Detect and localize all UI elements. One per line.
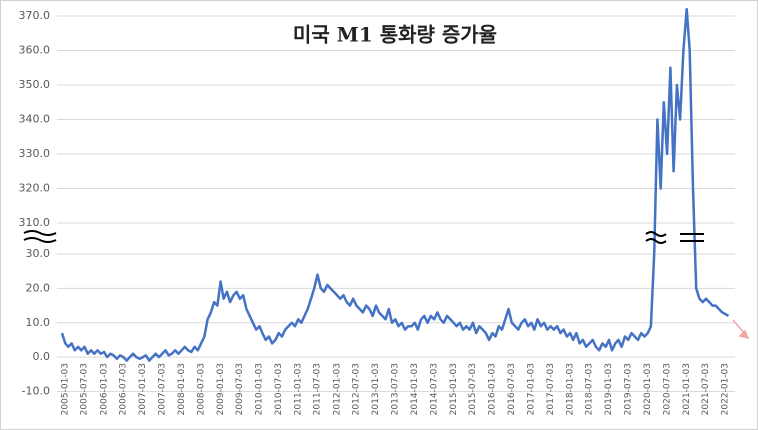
x-tick-label: 2014-07-03 bbox=[429, 363, 439, 415]
x-tick-label: 2019-07-03 bbox=[623, 363, 633, 415]
break-wave bbox=[23, 230, 57, 236]
y-tick-label: 10.0 bbox=[26, 316, 51, 329]
x-tick-label: 2016-01-03 bbox=[488, 363, 498, 415]
x-tick-label: 2021-07-03 bbox=[701, 363, 711, 415]
plot bbox=[60, 7, 730, 362]
y-tick-label: 350.0 bbox=[19, 78, 51, 91]
x-tick-label: 2007-01-03 bbox=[138, 363, 148, 415]
y-tick-label: 310.0 bbox=[19, 216, 51, 229]
x-tick-label: 2017-01-03 bbox=[527, 363, 537, 415]
x-tick-label: 2012-07-03 bbox=[352, 363, 362, 415]
axis-break-marks bbox=[23, 230, 704, 244]
y-tick-label: 0.0 bbox=[33, 350, 51, 363]
arrow-head bbox=[738, 329, 750, 340]
x-tick-label: 2012-01-03 bbox=[332, 363, 342, 415]
break-wave bbox=[645, 238, 667, 244]
x-tick-label: 2014-01-03 bbox=[410, 363, 420, 415]
y-tick-label: -10.0 bbox=[22, 385, 50, 398]
y-tick-label: 320.0 bbox=[19, 182, 51, 195]
y-tick-label: 340.0 bbox=[19, 113, 51, 126]
break-wave bbox=[23, 237, 57, 243]
x-tick-label: 2009-01-03 bbox=[216, 363, 226, 415]
x-tick-label: 2016-07-03 bbox=[507, 363, 517, 415]
x-tick-label: 2008-01-03 bbox=[177, 363, 187, 415]
y-tick-label: 360.0 bbox=[19, 44, 51, 57]
x-tick-label: 2020-01-03 bbox=[643, 363, 653, 415]
x-tick-label: 2021-01-03 bbox=[682, 363, 692, 415]
x-tick-label: 2015-01-03 bbox=[449, 363, 459, 415]
chart-title: 미국 M1 통화량 증가율 bbox=[293, 23, 497, 47]
x-tick-label: 2006-07-03 bbox=[119, 363, 129, 415]
grid: -10.0 0.0 10.0 20.0 30.0 310.0 320.0 330.0 340.0… bbox=[19, 9, 735, 415]
x-tick-label: 2006-01-03 bbox=[99, 363, 109, 415]
x-tick-label: 2009-07-03 bbox=[235, 363, 245, 415]
break-equal bbox=[680, 233, 704, 242]
x-tick-label: 2018-01-03 bbox=[565, 363, 575, 415]
x-tick-label: 2011-01-03 bbox=[293, 363, 303, 415]
x-tick-label: 2022-01-03 bbox=[721, 363, 731, 415]
x-tick-label: 2013-07-03 bbox=[390, 363, 400, 415]
x-tick-label: 2019-01-03 bbox=[604, 363, 614, 415]
arrow-line bbox=[732, 319, 746, 335]
x-tick-label: 2020-07-03 bbox=[662, 363, 672, 415]
x-tick-label: 2010-01-03 bbox=[255, 363, 265, 415]
x-tick-label: 2005-07-03 bbox=[80, 363, 90, 415]
x-tick-label: 2017-07-03 bbox=[546, 363, 556, 415]
x-tick-label: 2010-07-03 bbox=[274, 363, 284, 415]
x-tick-label: 2011-07-03 bbox=[313, 363, 323, 415]
arrow bbox=[732, 319, 750, 340]
x-tick-label: 2005-01-03 bbox=[61, 363, 71, 415]
y-tick-label: 20.0 bbox=[26, 281, 51, 294]
y-tick-label: 30.0 bbox=[26, 247, 51, 260]
x-tick-label: 2018-07-03 bbox=[585, 363, 595, 415]
y-tick-label: 370.0 bbox=[19, 9, 51, 22]
break-wave bbox=[645, 231, 667, 237]
y-tick-label: 330.0 bbox=[19, 147, 51, 160]
x-tick-label: 2008-07-03 bbox=[196, 363, 206, 415]
x-tick-label: 2015-07-03 bbox=[468, 363, 478, 415]
x-tick-label: 2007-07-03 bbox=[157, 363, 167, 415]
x-tick-label: 2013-01-03 bbox=[371, 363, 381, 415]
data-line bbox=[60, 7, 730, 362]
